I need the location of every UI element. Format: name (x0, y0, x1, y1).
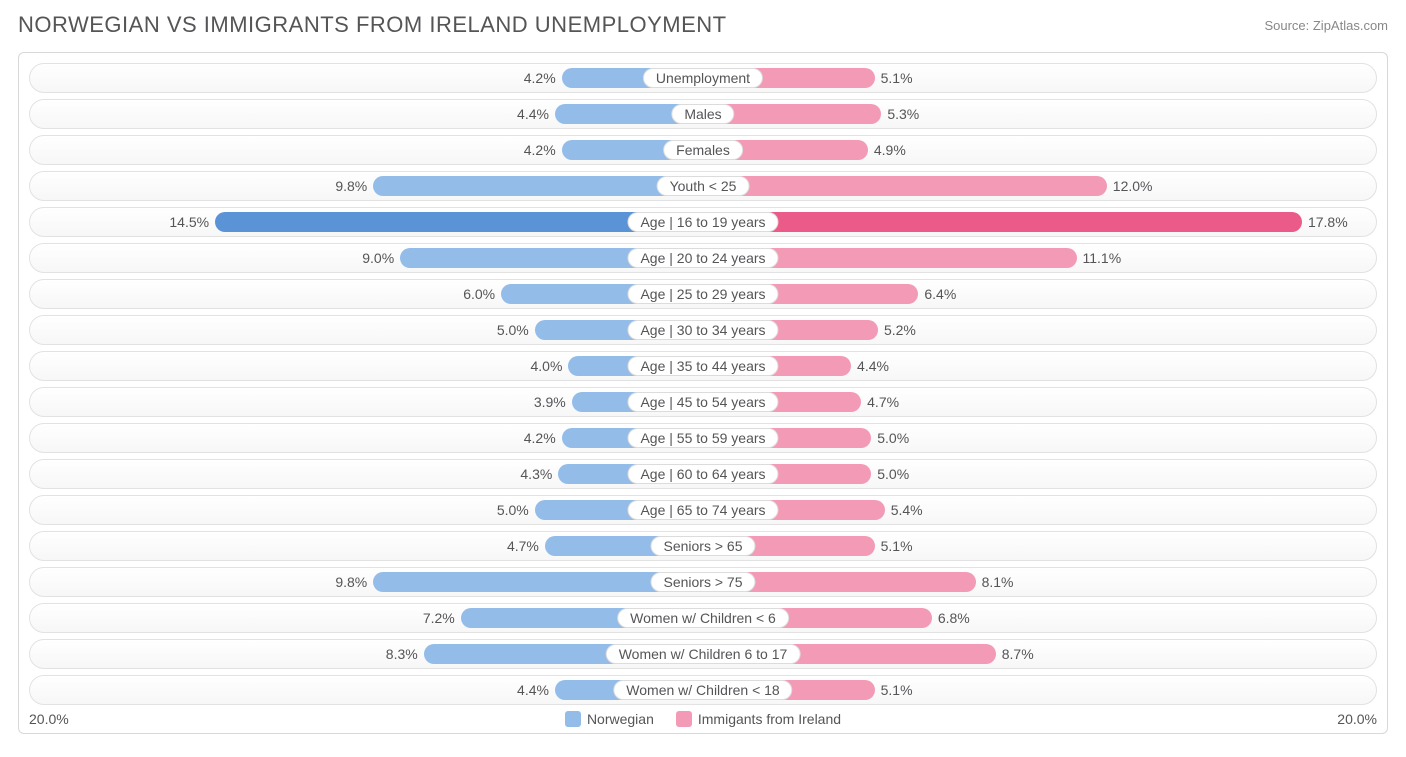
value-left: 4.4% (517, 100, 555, 128)
value-left: 14.5% (169, 208, 215, 236)
value-right: 4.9% (868, 136, 906, 164)
row-label: Age | 35 to 44 years (627, 356, 778, 376)
row-label: Youth < 25 (657, 176, 750, 196)
axis-max-left: 20.0% (29, 711, 89, 727)
bar-row: 7.2% 6.8% Women w/ Children < 6 (29, 603, 1377, 633)
axis-max-right: 20.0% (1317, 711, 1377, 727)
legend-swatch-right (676, 711, 692, 727)
row-label: Age | 60 to 64 years (627, 464, 778, 484)
bar-row: 5.0% 5.2% Age | 30 to 34 years (29, 315, 1377, 345)
row-label: Seniors > 75 (651, 572, 756, 592)
value-left: 4.2% (524, 424, 562, 452)
row-label: Women w/ Children 6 to 17 (606, 644, 801, 664)
value-right: 5.2% (878, 316, 916, 344)
bar-right (703, 212, 1302, 232)
bar-row: 5.0% 5.4% Age | 65 to 74 years (29, 495, 1377, 525)
legend-swatch-left (565, 711, 581, 727)
value-right: 8.1% (976, 568, 1014, 596)
row-label: Age | 30 to 34 years (627, 320, 778, 340)
row-label: Unemployment (643, 68, 763, 88)
bar-row: 4.2% 5.1% Unemployment (29, 63, 1377, 93)
bar-right (703, 176, 1107, 196)
bar-row: 4.4% 5.1% Women w/ Children < 18 (29, 675, 1377, 705)
value-right: 5.1% (875, 676, 913, 704)
bar-row: 8.3% 8.7% Women w/ Children 6 to 17 (29, 639, 1377, 669)
row-label: Age | 55 to 59 years (627, 428, 778, 448)
value-left: 3.9% (534, 388, 572, 416)
chart-frame: 4.2% 5.1% Unemployment 4.4% 5.3% Males 4.2% 4.9… (18, 52, 1388, 734)
legend-item-right: Immigants from Ireland (676, 711, 841, 727)
value-left: 8.3% (386, 640, 424, 668)
row-label: Females (663, 140, 743, 160)
value-left: 4.3% (520, 460, 558, 488)
row-label: Women w/ Children < 6 (617, 608, 789, 628)
bar-row: 4.2% 4.9% Females (29, 135, 1377, 165)
value-right: 4.4% (851, 352, 889, 380)
value-right: 8.7% (996, 640, 1034, 668)
value-left: 5.0% (497, 316, 535, 344)
bar-row: 6.0% 6.4% Age | 25 to 29 years (29, 279, 1377, 309)
value-left: 9.8% (335, 568, 373, 596)
value-right: 11.1% (1077, 244, 1122, 272)
value-left: 4.4% (517, 676, 555, 704)
chart-header: NORWEGIAN VS IMMIGRANTS FROM IRELAND UNE… (18, 12, 1388, 38)
value-right: 6.4% (918, 280, 956, 308)
value-right: 5.4% (885, 496, 923, 524)
bar-left (373, 176, 703, 196)
value-right: 5.3% (881, 100, 919, 128)
value-right: 4.7% (861, 388, 899, 416)
row-label: Age | 45 to 54 years (627, 392, 778, 412)
legend-label-right: Immigants from Ireland (698, 711, 841, 727)
legend-item-left: Norwegian (565, 711, 654, 727)
value-left: 7.2% (423, 604, 461, 632)
bar-row: 14.5% 17.8% Age | 16 to 19 years (29, 207, 1377, 237)
row-label: Males (671, 104, 734, 124)
bar-row: 9.0% 11.1% Age | 20 to 24 years (29, 243, 1377, 273)
bar-row: 9.8% 12.0% Youth < 25 (29, 171, 1377, 201)
value-left: 4.7% (507, 532, 545, 560)
bar-row: 3.9% 4.7% Age | 45 to 54 years (29, 387, 1377, 417)
chart-title: NORWEGIAN VS IMMIGRANTS FROM IRELAND UNE… (18, 12, 727, 38)
row-label: Women w/ Children < 18 (613, 680, 792, 700)
row-label: Seniors > 65 (651, 536, 756, 556)
bar-row: 4.2% 5.0% Age | 55 to 59 years (29, 423, 1377, 453)
value-right: 6.8% (932, 604, 970, 632)
bar-row: 4.7% 5.1% Seniors > 65 (29, 531, 1377, 561)
value-left: 6.0% (463, 280, 501, 308)
chart-source: Source: ZipAtlas.com (1264, 18, 1388, 33)
value-right: 12.0% (1107, 172, 1153, 200)
value-left: 5.0% (497, 496, 535, 524)
chart-rows: 4.2% 5.1% Unemployment 4.4% 5.3% Males 4.2% 4.9… (29, 63, 1377, 705)
value-right: 5.0% (871, 460, 909, 488)
legend-label-left: Norwegian (587, 711, 654, 727)
value-right: 5.1% (875, 532, 913, 560)
value-left: 4.2% (524, 64, 562, 92)
bar-row: 4.3% 5.0% Age | 60 to 64 years (29, 459, 1377, 489)
value-left: 4.2% (524, 136, 562, 164)
row-label: Age | 25 to 29 years (627, 284, 778, 304)
value-left: 9.8% (335, 172, 373, 200)
row-label: Age | 16 to 19 years (627, 212, 778, 232)
bar-row: 4.4% 5.3% Males (29, 99, 1377, 129)
value-right: 5.0% (871, 424, 909, 452)
row-label: Age | 65 to 74 years (627, 500, 778, 520)
row-label: Age | 20 to 24 years (627, 248, 778, 268)
chart-footer: 20.0% Norwegian Immigants from Ireland 2… (29, 711, 1377, 727)
bar-row: 9.8% 8.1% Seniors > 75 (29, 567, 1377, 597)
value-left: 9.0% (362, 244, 400, 272)
bar-row: 4.0% 4.4% Age | 35 to 44 years (29, 351, 1377, 381)
value-right: 17.8% (1302, 208, 1348, 236)
value-left: 4.0% (530, 352, 568, 380)
legend: Norwegian Immigants from Ireland (89, 711, 1317, 727)
value-right: 5.1% (875, 64, 913, 92)
